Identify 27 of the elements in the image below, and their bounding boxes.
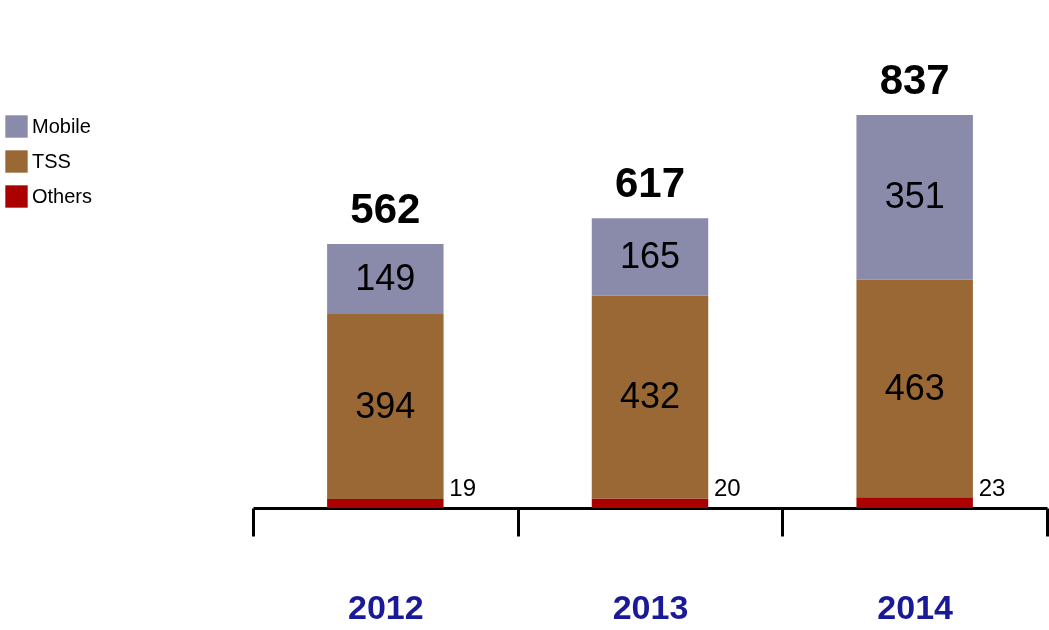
bar [591,498,709,508]
legend-label: Others [32,184,93,207]
data-label: 165 [619,235,681,277]
x-tick-label: 2012 [348,587,424,626]
total-label: 562 [350,185,421,233]
data-label: 20 [714,474,741,501]
bar [591,295,709,499]
legend-label: Mobile [32,114,91,137]
bar [327,314,444,500]
x-tick-label: 2014 [877,587,954,626]
bar [327,244,444,315]
data-label: 19 [449,474,477,501]
data-label: 394 [355,384,416,426]
x-tick-label: 2013 [612,587,689,626]
legend-label: TSS [32,149,71,172]
data-label: 149 [355,257,416,299]
total-label: 837 [879,56,950,103]
bar [856,279,973,498]
bar [856,115,973,280]
data-label: 463 [884,366,945,408]
bar [856,497,973,508]
data-label: 351 [884,175,945,217]
bar [327,499,444,508]
bar [591,218,709,296]
data-label: 432 [619,375,681,417]
data-label: 23 [978,474,1006,501]
total-label: 617 [614,159,686,207]
